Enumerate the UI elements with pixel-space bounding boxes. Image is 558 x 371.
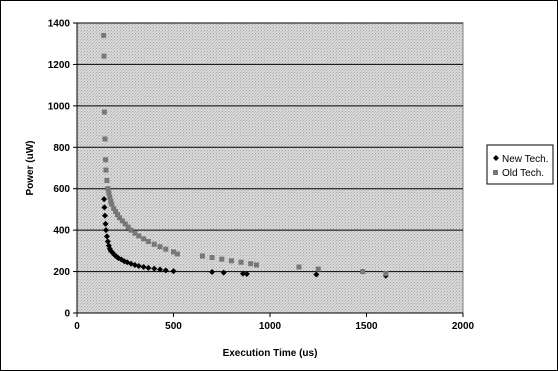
x-tick-label: 1000	[259, 321, 282, 332]
data-point-old-tech	[136, 233, 142, 239]
x-tick-label: 1500	[355, 321, 378, 332]
data-point-old-tech	[101, 53, 107, 59]
data-point-old-tech	[101, 32, 107, 38]
data-point-old-tech	[109, 201, 115, 207]
legend-item-new-tech: New Tech.	[493, 154, 549, 165]
data-point-old-tech	[125, 224, 131, 230]
data-point-old-tech	[253, 262, 259, 268]
data-point-new-tech	[145, 264, 152, 271]
data-point-old-tech	[101, 109, 107, 115]
y-tick-label: 1200	[48, 60, 71, 71]
y-tick-label: 0	[64, 309, 70, 320]
data-point-old-tech	[105, 186, 111, 192]
data-point-old-tech	[163, 246, 169, 252]
data-point-new-tech	[101, 204, 108, 211]
data-point-old-tech	[315, 266, 321, 272]
data-point-old-tech	[145, 239, 151, 245]
grid-lines	[77, 22, 463, 273]
legend-diamond-marker	[493, 155, 499, 161]
data-point-new-tech	[239, 270, 246, 277]
data-point-old-tech	[106, 190, 112, 196]
data-point-old-tech	[113, 209, 119, 214]
data-point-new-tech	[104, 238, 111, 245]
data-point-new-tech	[140, 264, 147, 271]
data-point-new-tech	[102, 227, 109, 234]
series-new-tech	[101, 196, 389, 279]
y-tick-label: 800	[53, 143, 70, 154]
data-point-old-tech	[119, 218, 125, 224]
y-tick-label: 1000	[48, 101, 71, 112]
data-point-old-tech	[157, 244, 163, 250]
x-tick-label: 500	[165, 321, 182, 332]
y-tick-label: 1400	[48, 19, 71, 30]
data-point-new-tech	[102, 220, 109, 227]
data-point-old-tech	[132, 230, 138, 236]
data-point-old-tech	[151, 241, 157, 247]
tick-labels: 0 200 400 600 800 1000 1200 1400 0 500 1000 1500 200…	[48, 19, 475, 333]
data-point-old-tech	[238, 259, 244, 265]
axes	[73, 22, 464, 317]
data-point-old-tech	[199, 253, 205, 259]
data-point-old-tech	[102, 136, 108, 142]
data-point-old-tech	[116, 215, 122, 221]
y-axis-title: Power (uW)	[25, 141, 36, 196]
y-tick-label: 400	[53, 226, 70, 237]
data-point-new-tech	[135, 262, 142, 269]
data-point-old-tech	[104, 177, 110, 183]
data-point-old-tech	[115, 212, 121, 218]
data-point-new-tech	[156, 266, 163, 273]
data-point-old-tech	[296, 264, 302, 270]
data-point-old-tech	[103, 167, 109, 173]
data-point-old-tech	[103, 157, 109, 163]
legend-box	[486, 144, 554, 185]
data-point-old-tech	[111, 205, 117, 211]
data-point-old-tech	[360, 269, 366, 275]
legend-label-new-tech: New Tech.	[502, 154, 549, 165]
data-point-old-tech	[228, 258, 234, 264]
data-point-old-tech	[174, 251, 180, 257]
data-point-old-tech	[383, 271, 389, 277]
legend-label-old-tech: Old Tech.	[502, 168, 544, 179]
legend-item-old-tech: Old Tech.	[493, 168, 544, 179]
data-point-new-tech	[220, 269, 227, 276]
data-point-new-tech	[103, 233, 110, 240]
y-tick-label: 200	[53, 267, 70, 278]
data-point-old-tech	[122, 221, 128, 227]
y-tick-label: 600	[53, 184, 70, 195]
data-point-old-tech	[209, 254, 215, 260]
x-tick-label: 0	[74, 321, 80, 332]
data-point-new-tech	[313, 271, 320, 278]
data-series	[101, 32, 389, 279]
data-point-old-tech	[108, 198, 114, 204]
legend: New Tech. Old Tech.	[486, 144, 554, 185]
data-point-new-tech	[101, 196, 108, 203]
data-point-new-tech	[151, 265, 158, 272]
data-point-new-tech	[209, 268, 216, 275]
data-point-new-tech	[101, 212, 108, 219]
x-axis-title: Execution Time (us)	[223, 348, 318, 359]
data-point-old-tech	[171, 249, 176, 255]
data-point-new-tech	[170, 268, 177, 275]
data-point-new-tech	[162, 267, 169, 274]
data-point-old-tech	[248, 261, 254, 267]
data-point-old-tech	[107, 194, 113, 200]
legend-square-marker	[493, 170, 498, 175]
series-old-tech	[101, 32, 389, 277]
x-tick-label: 2000	[452, 321, 475, 332]
data-point-new-tech	[243, 271, 250, 278]
data-point-old-tech	[128, 227, 134, 233]
data-point-old-tech	[141, 236, 147, 242]
data-point-old-tech	[219, 256, 225, 262]
plot-area	[76, 22, 464, 314]
